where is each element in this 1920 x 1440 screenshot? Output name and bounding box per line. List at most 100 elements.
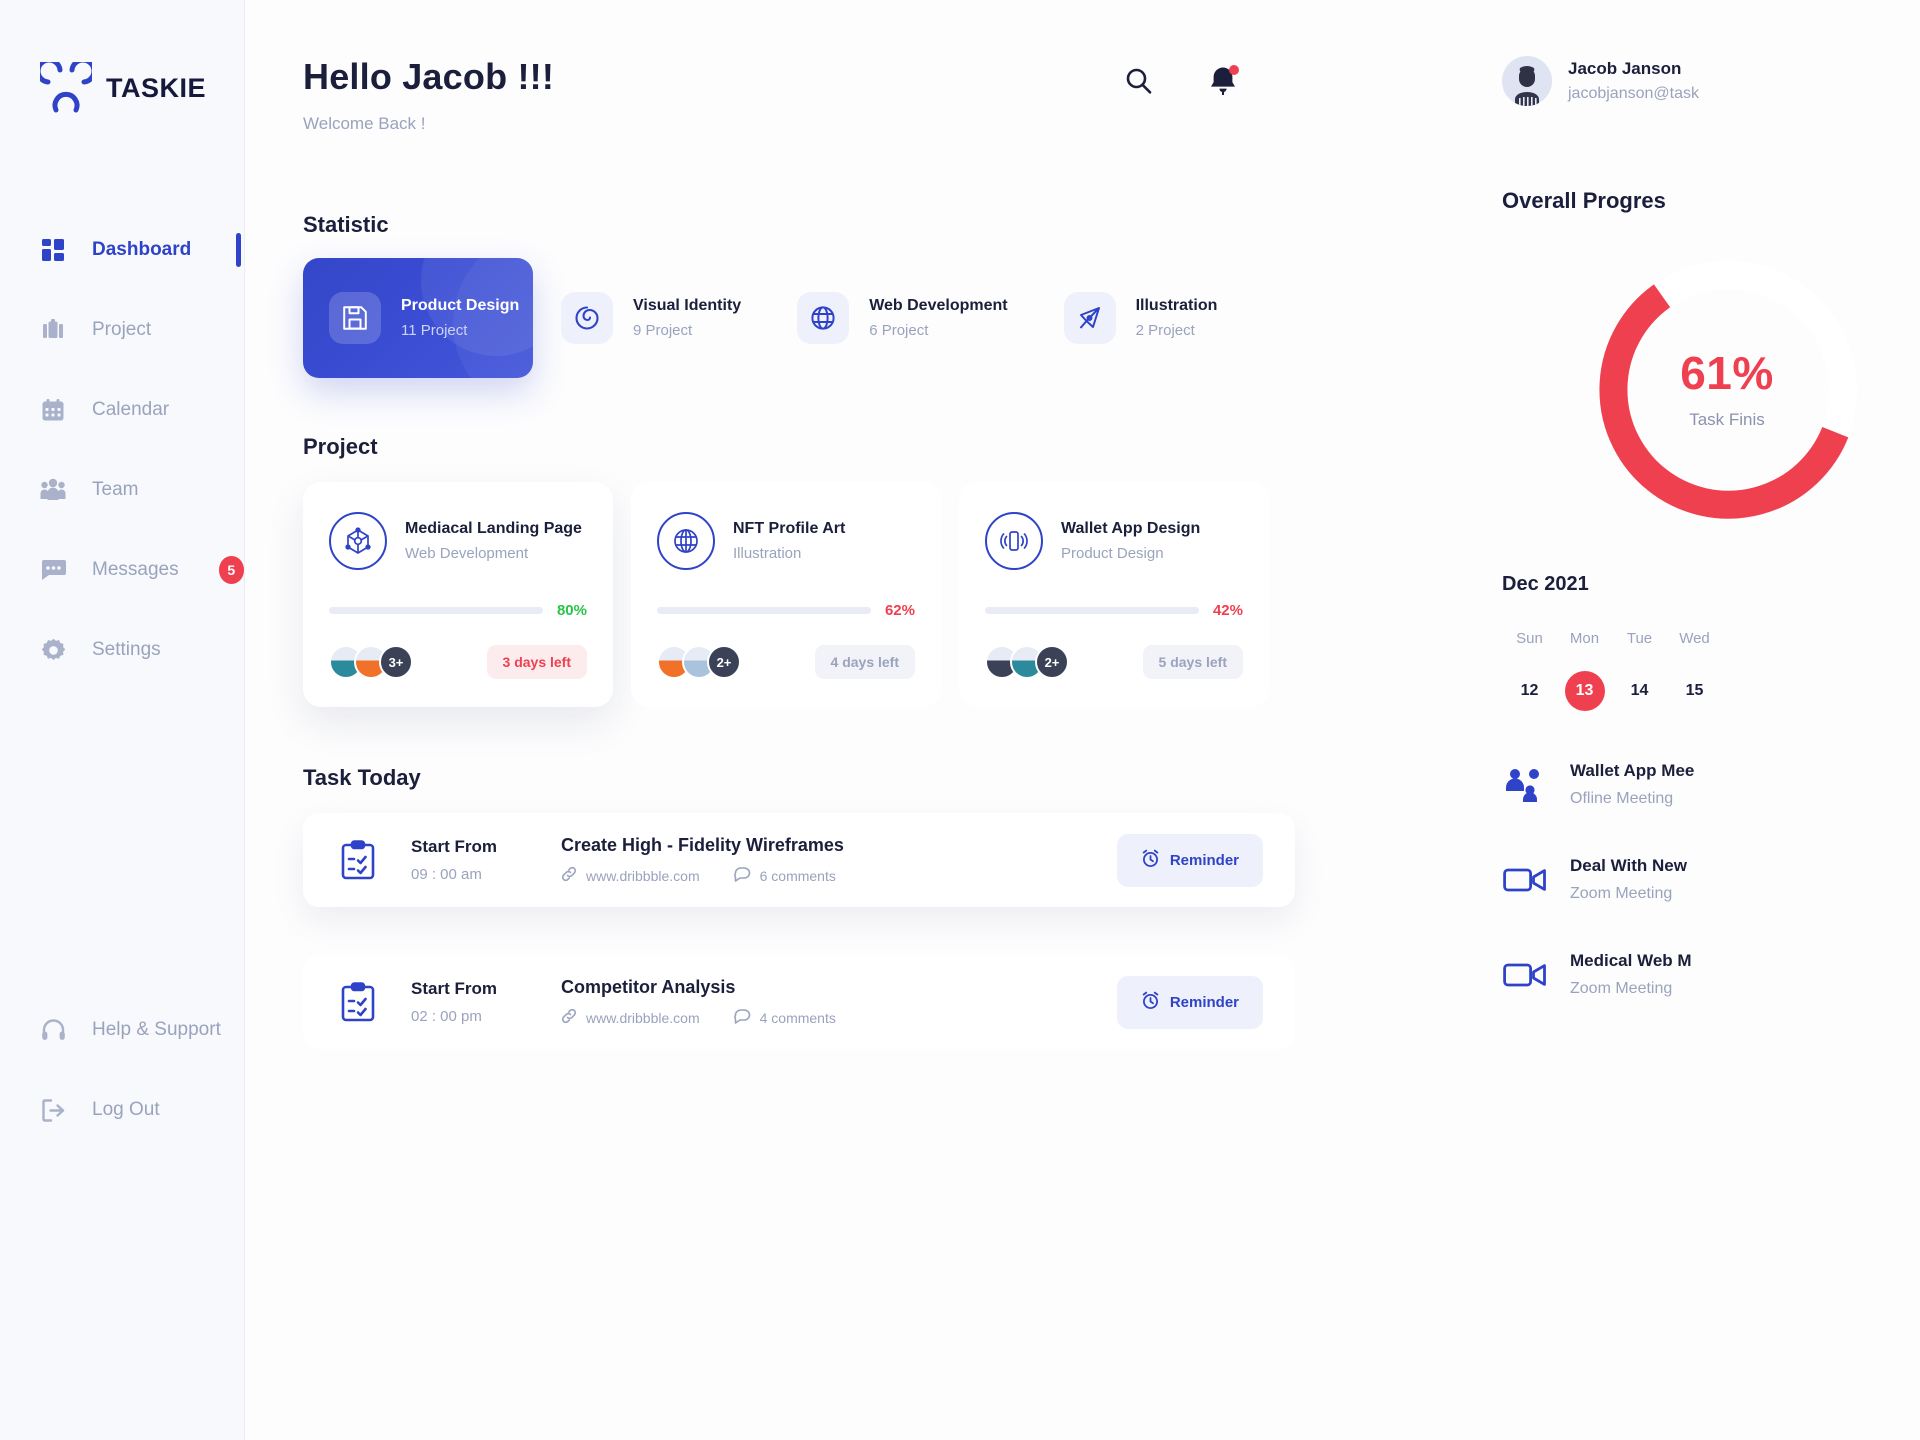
calendar-month-label: Dec 2021 <box>1502 573 1589 595</box>
avatar-group[interactable]: 2+ <box>985 645 1069 679</box>
search-icon[interactable] <box>1125 67 1153 95</box>
project-card[interactable]: Wallet App Design Product Design 42% <box>959 482 1269 707</box>
sidebar-item-label: Dashboard <box>92 239 192 260</box>
clipboard-check-icon <box>335 982 381 1022</box>
stat-card-visual-identity[interactable]: Visual Identity 9 Project <box>533 262 769 374</box>
video-camera-icon <box>1502 960 1548 990</box>
task-link[interactable]: www.dribbble.com <box>561 1008 700 1027</box>
list-item[interactable]: Wallet App Mee Ofline Meeting <box>1502 761 1920 808</box>
project-card-head: NFT Profile Art Illustration <box>657 512 915 570</box>
sidebar-item-settings[interactable]: Settings <box>0 610 244 690</box>
calendar-dow: Tue <box>1626 630 1653 647</box>
calendar-dow: Wed <box>1679 630 1710 647</box>
reminder-button-label: Reminder <box>1169 851 1239 869</box>
main-content: Hello Jacob !!! Welcome Back ! <box>245 0 1450 1440</box>
project-progress-row: 80% <box>329 602 587 619</box>
calendar-week-strip: Sun 12 Mon 13 Tue 14 Wed 15 <box>1502 630 1920 711</box>
task-name: Create High - Fidelity Wireframes <box>561 835 844 855</box>
task-comments[interactable]: 4 comments <box>733 1008 836 1027</box>
calendar-dow: Sun <box>1516 630 1543 647</box>
project-card-head: Mediacal Landing Page Web Development <box>329 512 587 570</box>
project-footer: 2+ 4 days left <box>657 645 915 679</box>
meeting-name: Medical Web M <box>1570 951 1692 970</box>
stat-card-illustration[interactable]: Illustration 2 Project <box>1036 262 1246 374</box>
avatar-overflow: 3+ <box>379 645 413 679</box>
sidebar-item-logout[interactable]: Log Out <box>0 1070 244 1150</box>
calendar-day-cell[interactable]: Tue 14 <box>1612 630 1667 711</box>
sidebar-item-label: Settings <box>92 639 161 660</box>
headset-icon <box>40 1017 66 1043</box>
stat-meta: Visual Identity 9 Project <box>633 297 741 339</box>
gear-icon <box>40 637 66 663</box>
project-card-meta: Wallet App Design Product Design <box>1061 520 1200 562</box>
project-card[interactable]: Mediacal Landing Page Web Development 80… <box>303 482 613 707</box>
sidebar-item-help-support[interactable]: Help & Support <box>0 990 244 1070</box>
topbar: Hello Jacob !!! Welcome Back ! <box>303 56 1450 134</box>
reminder-button[interactable]: Reminder <box>1116 833 1263 887</box>
task-row[interactable]: Start From 09 : 00 am Create High - Fide… <box>303 813 1295 907</box>
task-start-block: Start From 02 : 00 pm <box>411 979 561 1025</box>
save-disk-icon <box>329 292 381 344</box>
statistic-section: Statistic Product Design 11 Project <box>303 212 1450 378</box>
taskie-arcs-logo-icon <box>35 57 97 114</box>
user-name: Jacob Janson <box>1568 59 1682 78</box>
meeting-type: Zoom Meeting <box>1570 885 1673 902</box>
progress-track <box>329 607 543 614</box>
calendar-icon <box>40 397 66 423</box>
sidebar-item-messages[interactable]: Messages 5 <box>0 530 244 610</box>
task-today-section: Task Today Start From 09 : 00 am Create … <box>303 765 1450 1049</box>
task-time: 02 : 00 pm <box>411 1008 482 1025</box>
calendar-day-cell[interactable]: Wed 15 <box>1667 630 1722 711</box>
task-name: Competitor Analysis <box>561 977 736 997</box>
task-comments-label: 6 comments <box>759 867 836 884</box>
chat-bubble-icon <box>40 557 66 583</box>
project-card[interactable]: NFT Profile Art Illustration 62% <box>631 482 941 707</box>
meeting-meta: Medical Web M Zoom Meeting <box>1570 951 1692 998</box>
right-panel: Jacob Janson jacobjanson@task Overall Pr… <box>1450 0 1920 1440</box>
comment-icon <box>733 1008 751 1027</box>
sidebar-nav: Dashboard Project <box>0 210 244 690</box>
bell-icon[interactable] <box>1209 65 1239 96</box>
days-left-badge: 5 days left <box>1142 645 1243 679</box>
task-start-block: Start From 09 : 00 am <box>411 837 561 883</box>
stat-card-web-development[interactable]: Web Development 6 Project <box>769 262 1035 374</box>
project-category: Product Design <box>1061 545 1164 562</box>
spiral-icon <box>561 292 613 344</box>
user-profile[interactable]: Jacob Janson jacobjanson@task <box>1502 56 1920 106</box>
stat-card-product-design[interactable]: Product Design 11 Project <box>303 258 533 378</box>
task-main-block: Competitor Analysis www.dribbble.com <box>561 977 1117 1027</box>
project-category: Illustration <box>733 545 802 562</box>
stat-card-name: Visual Identity <box>633 297 742 314</box>
statistic-card-row: Product Design 11 Project Visual Identit… <box>303 258 1450 378</box>
user-email: jacobjanson@task <box>1568 85 1699 102</box>
task-comments[interactable]: 6 comments <box>733 866 836 885</box>
overall-progress-caption: Task Finis <box>1689 410 1765 429</box>
task-time: 09 : 00 am <box>411 866 482 883</box>
stat-meta: Illustration 2 Project <box>1136 297 1218 339</box>
task-row[interactable]: Start From 02 : 00 pm Competitor Analysi… <box>303 955 1295 1049</box>
calendar-dow: Mon <box>1569 630 1600 647</box>
reminder-button[interactable]: Reminder <box>1116 975 1263 1029</box>
task-today-title: Task Today <box>303 765 421 790</box>
sidebar-item-label: Project <box>92 319 152 340</box>
task-sub-row: www.dribbble.com 6 comments <box>561 866 1117 885</box>
list-item[interactable]: Deal With New Zoom Meeting <box>1502 856 1920 903</box>
project-card-row: Mediacal Landing Page Web Development 80… <box>303 482 1450 707</box>
meeting-type: Ofline Meeting <box>1570 790 1674 807</box>
brand-logo[interactable]: TASKIE <box>0 0 244 114</box>
avatar-overflow: 2+ <box>1035 645 1069 679</box>
calendar-day-cell[interactable]: Mon 13 <box>1557 630 1612 711</box>
reminder-button-label: Reminder <box>1169 993 1239 1011</box>
calendar-day-cell[interactable]: Sun 12 <box>1502 630 1557 711</box>
project-progress-row: 62% <box>657 602 915 619</box>
sidebar-item-dashboard[interactable]: Dashboard <box>0 210 244 290</box>
sidebar-item-project[interactable]: Project <box>0 290 244 370</box>
avatar-group[interactable]: 3+ <box>329 645 413 679</box>
list-item[interactable]: Medical Web M Zoom Meeting <box>1502 951 1920 998</box>
task-link[interactable]: www.dribbble.com <box>561 866 700 885</box>
avatar-group[interactable]: 2+ <box>657 645 741 679</box>
project-name: NFT Profile Art <box>733 520 846 537</box>
sidebar-item-calendar[interactable]: Calendar <box>0 370 244 450</box>
sidebar-item-team[interactable]: Team <box>0 450 244 530</box>
